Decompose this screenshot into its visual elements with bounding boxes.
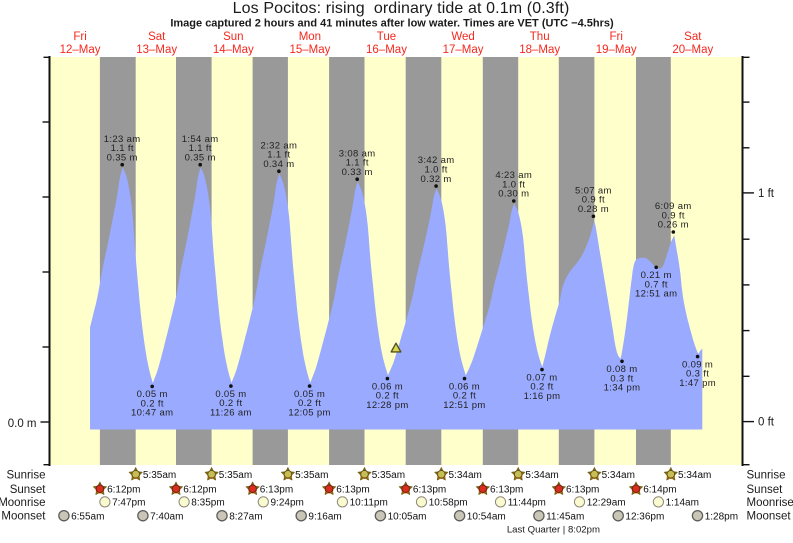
svg-text:Sunrise: Sunrise [7,469,46,481]
svg-text:9:24pm: 9:24pm [271,498,304,509]
svg-text:Tue: Tue [377,31,396,43]
svg-text:0.35 m: 0.35 m [185,152,216,163]
svg-text:6:13pm: 6:13pm [566,485,599,496]
svg-text:12:05 pm: 12:05 pm [288,407,330,418]
svg-text:14–May: 14–May [213,44,254,56]
svg-text:Moonrise: Moonrise [747,497,793,509]
svg-text:0.28 m: 0.28 m [578,204,609,215]
svg-text:12–May: 12–May [60,44,101,56]
svg-text:10:11pm: 10:11pm [350,498,388,509]
svg-text:Moonrise: Moonrise [0,497,46,509]
svg-text:0 ft: 0 ft [758,417,775,429]
svg-text:13–May: 13–May [136,44,177,56]
svg-text:18–May: 18–May [519,44,560,56]
svg-text:11:44pm: 11:44pm [508,498,546,509]
svg-text:20–May: 20–May [672,44,713,56]
svg-text:6:13pm: 6:13pm [490,485,523,496]
svg-text:5:34am: 5:34am [678,470,711,481]
svg-text:12:51 pm: 12:51 pm [443,400,485,411]
svg-text:1:14am: 1:14am [666,498,699,509]
svg-text:6:12pm: 6:12pm [107,485,140,496]
svg-text:10:05am: 10:05am [388,511,427,522]
svg-text:12:51 am: 12:51 am [635,289,677,300]
svg-text:1 ft: 1 ft [758,188,775,200]
svg-text:Moonset: Moonset [747,511,792,523]
svg-text:Sunset: Sunset [10,484,47,496]
svg-text:Last Quarter | 8:02pm: Last Quarter | 8:02pm [507,524,600,535]
svg-text:Sunset: Sunset [747,484,784,496]
svg-text:0.35 m: 0.35 m [107,152,138,163]
svg-text:Fri: Fri [609,31,622,43]
svg-text:8:35pm: 8:35pm [191,498,224,509]
svg-text:1:28pm: 1:28pm [705,511,738,522]
svg-text:0.30 m: 0.30 m [498,189,529,200]
svg-text:Wed: Wed [451,31,474,43]
svg-text:Sat: Sat [148,31,166,43]
svg-text:15–May: 15–May [289,44,330,56]
svg-text:12:36pm: 12:36pm [625,511,664,522]
svg-text:6:12pm: 6:12pm [183,485,216,496]
svg-text:Sun: Sun [223,31,243,43]
svg-text:Los Pocitos: rising ordinary: Los Pocitos: rising ordinary tide at 0.1… [233,0,570,17]
svg-text:Image captured 2 hours and 41: Image captured 2 hours and 41 minutes af… [170,18,614,30]
svg-text:8:27am: 8:27am [229,511,262,522]
svg-text:10:47 am: 10:47 am [131,408,173,419]
svg-text:12:29am: 12:29am [587,498,626,509]
svg-text:6:13pm: 6:13pm [336,485,369,496]
svg-text:10:54am: 10:54am [467,511,506,522]
svg-text:9:16am: 9:16am [308,511,341,522]
svg-text:0.34 m: 0.34 m [263,159,294,170]
svg-text:7:47pm: 7:47pm [112,498,145,509]
svg-text:1:47 pm: 1:47 pm [679,378,716,389]
svg-text:5:35am: 5:35am [219,470,252,481]
svg-text:6:14pm: 6:14pm [643,485,676,496]
svg-text:5:34am: 5:34am [602,470,635,481]
svg-text:5:34am: 5:34am [525,470,558,481]
svg-text:6:55am: 6:55am [71,511,104,522]
svg-text:6:13pm: 6:13pm [413,485,446,496]
svg-text:0.32 m: 0.32 m [421,174,452,185]
svg-text:5:35am: 5:35am [143,470,176,481]
svg-text:12:28 pm: 12:28 pm [366,400,408,411]
svg-text:16–May: 16–May [366,44,407,56]
svg-text:Moonset: Moonset [1,511,46,523]
svg-text:5:34am: 5:34am [449,470,482,481]
svg-text:11:26 am: 11:26 am [210,407,252,418]
svg-text:0.0 m: 0.0 m [8,418,37,430]
svg-text:Thu: Thu [530,31,550,43]
svg-text:Sat: Sat [684,31,702,43]
svg-text:6:13pm: 6:13pm [260,485,293,496]
svg-text:17–May: 17–May [443,44,484,56]
svg-text:11:45am: 11:45am [546,511,584,522]
svg-text:0.33 m: 0.33 m [342,167,373,178]
svg-text:Mon: Mon [299,31,321,43]
svg-text:1:16 pm: 1:16 pm [524,391,561,402]
svg-text:19–May: 19–May [596,44,637,56]
svg-text:7:40am: 7:40am [150,511,183,522]
svg-text:Sunrise: Sunrise [747,469,786,481]
svg-text:5:35am: 5:35am [295,470,328,481]
svg-text:5:35am: 5:35am [372,470,405,481]
svg-text:0.26 m: 0.26 m [658,220,689,231]
svg-text:10:58pm: 10:58pm [429,498,468,509]
svg-text:Fri: Fri [73,31,86,43]
svg-text:1:34 pm: 1:34 pm [604,383,641,394]
